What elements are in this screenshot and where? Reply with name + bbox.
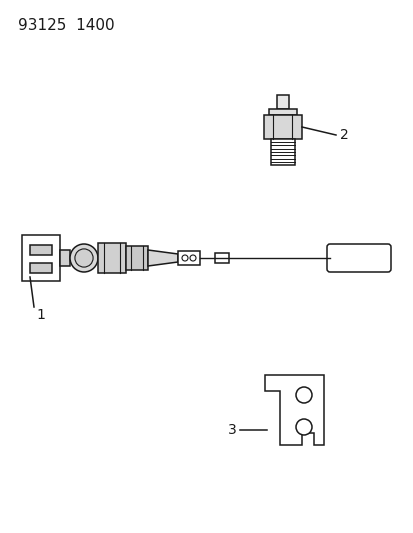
Circle shape bbox=[190, 255, 195, 261]
Circle shape bbox=[182, 255, 188, 261]
Bar bbox=[214, 253, 228, 263]
Circle shape bbox=[70, 244, 98, 272]
FancyBboxPatch shape bbox=[326, 244, 390, 272]
Bar bbox=[263, 115, 301, 139]
Bar bbox=[271, 139, 294, 165]
Bar bbox=[178, 251, 199, 265]
Polygon shape bbox=[147, 250, 178, 266]
Bar bbox=[60, 250, 70, 266]
Bar bbox=[276, 95, 288, 109]
Bar bbox=[30, 263, 52, 273]
Circle shape bbox=[295, 387, 311, 403]
Text: 2: 2 bbox=[339, 128, 348, 142]
Circle shape bbox=[295, 419, 311, 435]
Circle shape bbox=[75, 249, 93, 267]
Text: 1: 1 bbox=[36, 308, 45, 322]
Bar bbox=[30, 245, 52, 255]
Bar bbox=[268, 109, 296, 115]
Bar bbox=[126, 246, 147, 270]
Bar bbox=[22, 235, 60, 281]
Polygon shape bbox=[264, 375, 323, 445]
Text: 93125  1400: 93125 1400 bbox=[18, 18, 114, 33]
Text: 3: 3 bbox=[228, 423, 236, 437]
Bar bbox=[98, 243, 126, 273]
